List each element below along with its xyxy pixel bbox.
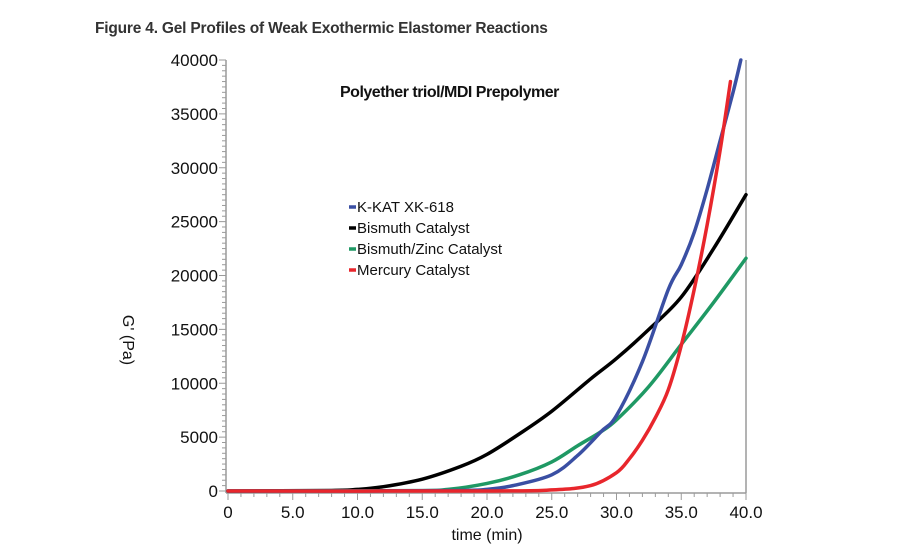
figure-title: Figure 4. Gel Profiles of Weak Exothermi… (95, 20, 548, 37)
y-tick-label: 35000 (171, 105, 218, 124)
y-tick-label: 30000 (171, 159, 218, 178)
legend-label: Bismuth Catalyst (357, 220, 470, 237)
series-line-k-kat-xk-618 (226, 58, 743, 493)
legend-label: Mercury Catalyst (357, 262, 470, 279)
x-axis-label: time (min) (451, 527, 522, 544)
y-axis-label: G' (Pa) (119, 315, 136, 365)
y-tick-label: 10000 (171, 374, 218, 393)
y-tick-label: 40000 (171, 51, 218, 70)
x-tick-label: 20.0 (470, 503, 503, 522)
y-tick-label: 5000 (180, 428, 218, 447)
y-tick-label: 0 (209, 482, 218, 501)
x-tick-label: 10.0 (341, 503, 374, 522)
series-line-mercury-catalyst (226, 79, 733, 493)
chart-subtitle: Polyether triol/MDI Prepolymer (340, 84, 559, 101)
y-tick-label: 15000 (171, 320, 218, 339)
x-tick-label: 5.0 (281, 503, 305, 522)
legend-label: K-KAT XK-618 (357, 199, 454, 216)
x-tick-label: 30.0 (600, 503, 633, 522)
x-tick-label: 40.0 (729, 503, 762, 522)
x-tick-label: 15.0 (406, 503, 439, 522)
x-tick-label: 0 (223, 503, 232, 522)
series-line-bismuth-catalyst (226, 192, 748, 493)
legend-label: Bismuth/Zinc Catalyst (357, 241, 503, 258)
axes: 0 5000 10000 15000 20000 25000 30000 35000 40000… (171, 51, 763, 522)
legend: K-KAT XK-618 Bismuth Catalyst Bismuth/Zinc… (349, 199, 503, 279)
x-tick-label: 35.0 (665, 503, 698, 522)
y-tick-label: 20000 (171, 267, 218, 286)
y-tick-label: 25000 (171, 213, 218, 232)
x-tick-label: 25.0 (535, 503, 568, 522)
series-lines (226, 58, 748, 493)
